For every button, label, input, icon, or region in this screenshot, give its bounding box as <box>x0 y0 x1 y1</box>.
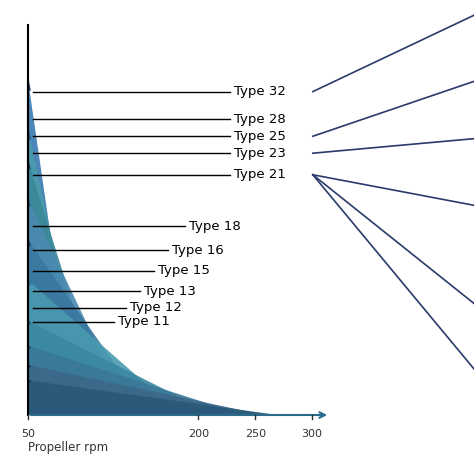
Text: Propeller rpm: Propeller rpm <box>28 441 108 454</box>
Polygon shape <box>28 321 216 415</box>
Text: 50: 50 <box>21 429 35 439</box>
Text: Type 11: Type 11 <box>118 315 170 328</box>
Text: Type 15: Type 15 <box>158 264 210 277</box>
Text: 300: 300 <box>301 429 322 439</box>
Text: Type 32: Type 32 <box>234 85 286 98</box>
Text: Type 21: Type 21 <box>234 168 286 181</box>
Text: Type 23: Type 23 <box>234 146 286 160</box>
Text: Type 13: Type 13 <box>144 284 196 298</box>
Text: Type 12: Type 12 <box>129 301 182 314</box>
Polygon shape <box>28 346 244 415</box>
Text: Type 28: Type 28 <box>234 113 286 126</box>
Text: Type 18: Type 18 <box>189 220 241 233</box>
Polygon shape <box>28 200 130 415</box>
Polygon shape <box>28 240 151 415</box>
Text: Type 16: Type 16 <box>172 244 224 257</box>
Text: 200: 200 <box>188 429 209 439</box>
Polygon shape <box>28 161 108 415</box>
Polygon shape <box>28 80 77 415</box>
Polygon shape <box>28 280 182 415</box>
Text: Type 25: Type 25 <box>234 130 286 143</box>
Polygon shape <box>28 130 91 415</box>
Polygon shape <box>28 380 278 415</box>
Text: 250: 250 <box>245 429 266 439</box>
Polygon shape <box>28 365 264 415</box>
